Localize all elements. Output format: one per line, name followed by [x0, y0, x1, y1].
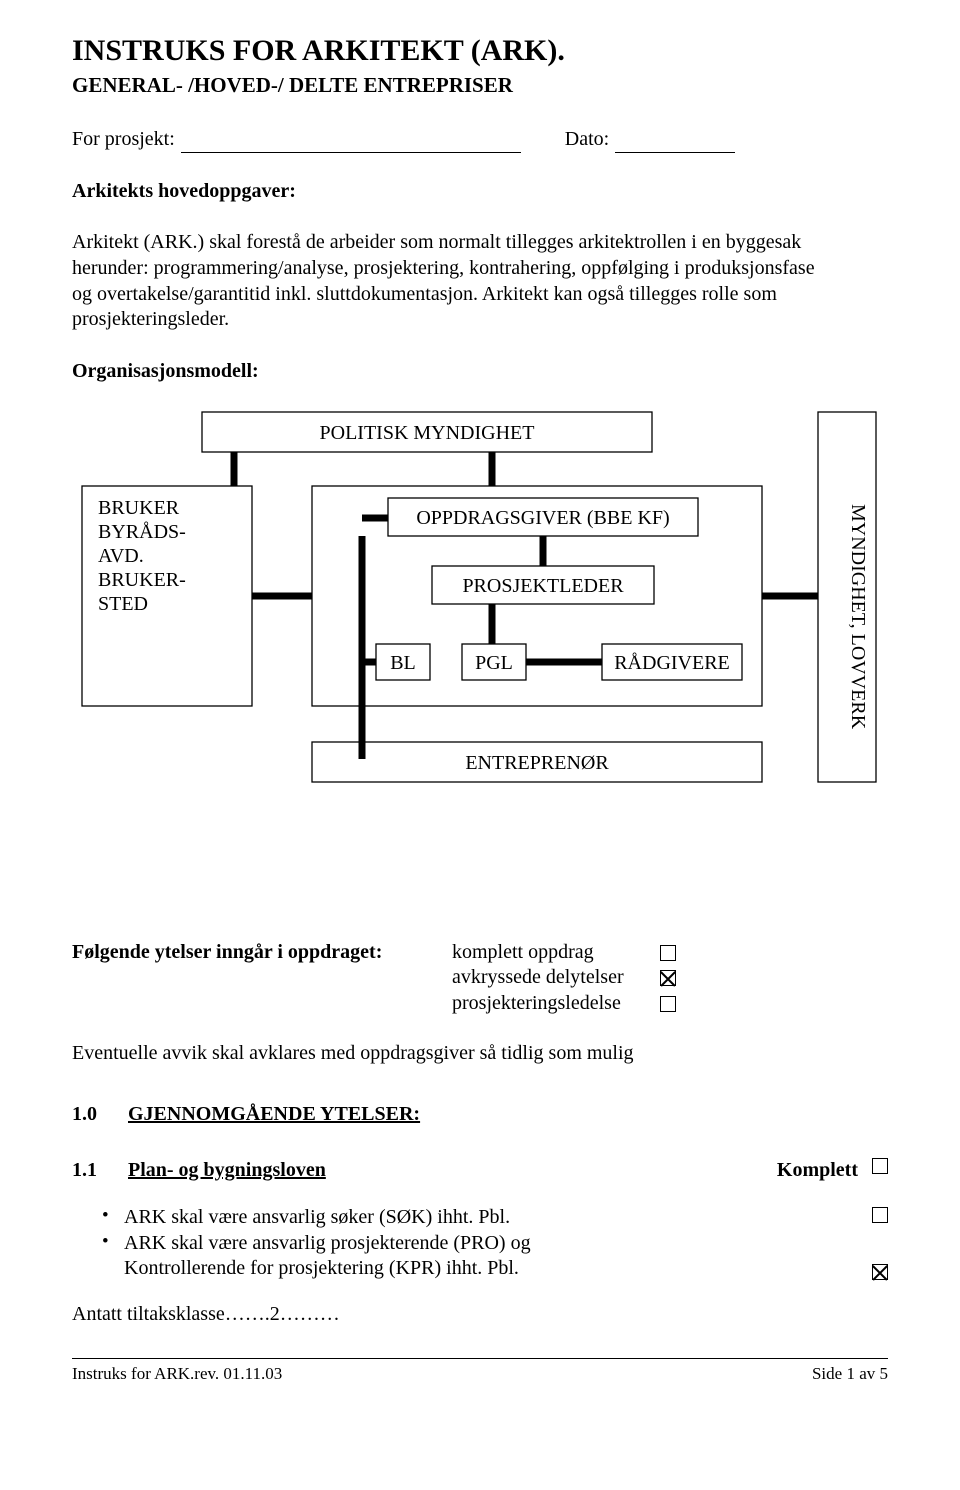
ytelse-option-avkryssede: avkryssede delytelser [452, 965, 676, 991]
ytelser-section: Følgende ytelser inngår i oppdraget: kom… [72, 940, 888, 1017]
svg-text:BL: BL [390, 652, 416, 674]
svg-text:BRUKER: BRUKER [98, 497, 180, 519]
org-diagram-svg: POLITISK MYNDIGHET BRUKER BYRÅDS- AVD. B… [72, 404, 888, 894]
svg-text:PGL: PGL [475, 652, 513, 674]
svg-text:AVD.: AVD. [98, 545, 144, 567]
svg-text:STED: STED [98, 593, 148, 615]
body-paragraph: Arkitekt (ARK.) skal forestå de arbeider… [72, 230, 888, 332]
sec-1-1-title: Plan- og bygningsloven [128, 1158, 777, 1184]
sec-1-0-num: 1.0 [72, 1102, 128, 1128]
svg-text:OPPDRAGSGIVER (BBE KF): OPPDRAGSGIVER (BBE KF) [416, 507, 669, 529]
sec-1-1-right: Komplett [777, 1158, 858, 1184]
section-1-0: 1.0 GJENNOMGÅENDE YTELSER: [72, 1102, 888, 1128]
checkbox-avkryssede[interactable] [660, 970, 676, 986]
for-prosjekt-label: For prosjekt: [72, 127, 175, 153]
ytelser-options: komplett oppdrag avkryssede delytelser p… [452, 940, 676, 1017]
page-footer: Instruks for ARK.rev. 01.11.03 Side 1 av… [72, 1358, 888, 1385]
svg-text:BRUKER-: BRUKER- [98, 569, 186, 591]
checkbox-komplett[interactable] [660, 945, 676, 961]
body-line-2: herunder: programmering/analyse, prosjek… [72, 256, 888, 282]
label-prosjekteringsledelse: prosjekteringsledelse [452, 991, 652, 1017]
document-subtitle: GENERAL- /HOVED-/ DELTE ENTREPRISER [72, 72, 888, 99]
ytelser-heading: Følgende ytelser inngår i oppdraget: [72, 940, 452, 1017]
bullet-1: • ARK skal være ansvarlig søker (SØK) ih… [102, 1205, 888, 1231]
bullet-1-text: ARK skal være ansvarlig søker (SØK) ihht… [124, 1205, 848, 1231]
dato-label: Dato: [565, 127, 609, 153]
hovedoppgaver-heading: Arkitekts hovedoppgaver: [72, 179, 888, 205]
body-line-4: prosjekteringsleder. [72, 307, 888, 333]
checkbox-prosjekteringsledelse[interactable] [660, 996, 676, 1012]
bullet-dot-icon: • [102, 1231, 124, 1254]
footer-right: Side 1 av 5 [812, 1363, 888, 1385]
body-line-1: Arkitekt (ARK.) skal forestå de arbeider… [72, 230, 888, 256]
svg-text:PROSJEKTLEDER: PROSJEKTLEDER [462, 575, 624, 597]
svg-text:ENTREPRENØR: ENTREPRENØR [465, 752, 609, 774]
document-title: INSTRUKS FOR ARKITEKT (ARK). [72, 32, 888, 70]
bullet-2-line-a: ARK skal være ansvarlig prosjekterende (… [124, 1231, 848, 1257]
svg-text:RÅDGIVERE: RÅDGIVERE [614, 652, 730, 674]
prosjekt-row: For prosjekt: Dato: [72, 127, 888, 153]
label-avkryssede: avkryssede delytelser [452, 965, 652, 991]
bullet-2-text: ARK skal være ansvarlig prosjekterende (… [124, 1231, 848, 1282]
dato-underline [615, 152, 735, 153]
antatt-tiltaksklasse: Antatt tiltaksklasse…….2……… [72, 1302, 888, 1328]
sec-1-0-title: GJENNOMGÅENDE YTELSER: [128, 1102, 888, 1128]
footer-left: Instruks for ARK.rev. 01.11.03 [72, 1363, 282, 1385]
sec-1-1-num: 1.1 [72, 1158, 128, 1184]
org-diagram: POLITISK MYNDIGHET BRUKER BYRÅDS- AVD. B… [72, 404, 888, 901]
svg-text:POLITISK MYNDIGHET: POLITISK MYNDIGHET [320, 422, 535, 444]
svg-text:MYNDIGHET, LOVVERK: MYNDIGHET, LOVVERK [847, 504, 869, 730]
ytelse-option-komplett: komplett oppdrag [452, 940, 676, 966]
bullet-2: • ARK skal være ansvarlig prosjekterende… [102, 1231, 888, 1282]
prosjekt-underline [181, 152, 521, 153]
checkbox-bullet-2[interactable] [872, 1264, 888, 1280]
bullet-2-line-b: Kontrollerende for prosjektering (KPR) i… [124, 1256, 848, 1282]
body-line-3: og overtakelse/garantitid inkl. sluttdok… [72, 282, 888, 308]
bullet-dot-icon: • [102, 1205, 124, 1228]
label-komplett: komplett oppdrag [452, 940, 652, 966]
section-1-1: 1.1 Plan- og bygningsloven Komplett [72, 1158, 888, 1184]
org-heading: Organisasjonsmodell: [72, 359, 888, 385]
svg-text:BYRÅDS-: BYRÅDS- [98, 521, 186, 543]
checkbox-komplett-1-1[interactable] [872, 1158, 888, 1174]
bullet-list: • ARK skal være ansvarlig søker (SØK) ih… [102, 1205, 888, 1282]
ytelse-option-prosjekteringsledelse: prosjekteringsledelse [452, 991, 676, 1017]
avvik-text: Eventuelle avvik skal avklares med oppdr… [72, 1041, 888, 1067]
checkbox-bullet-1[interactable] [872, 1207, 888, 1223]
